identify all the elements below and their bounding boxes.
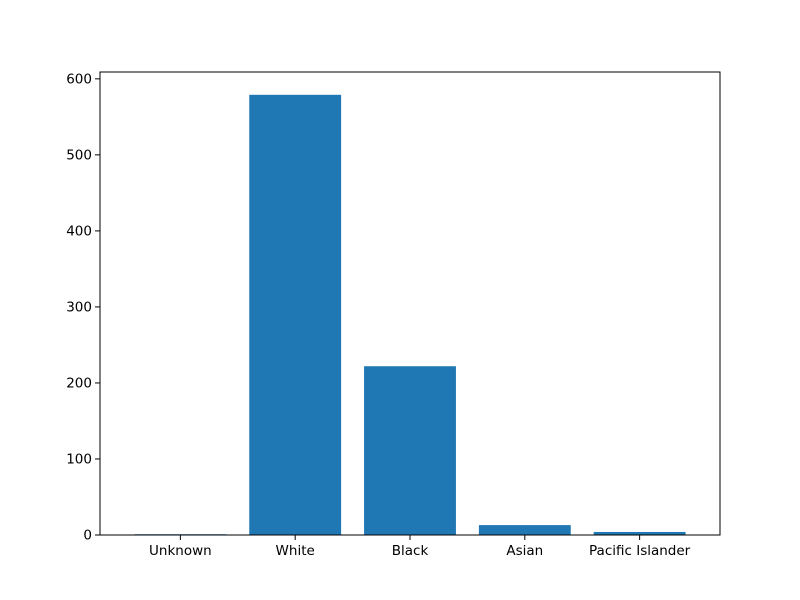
y-tick-label-200: 200 [66, 375, 92, 391]
y-tick-label-100: 100 [66, 451, 92, 467]
x-tick-label-asian: Asian [506, 543, 543, 559]
bar-pacific-islander [593, 531, 686, 535]
bar-asian [478, 525, 571, 535]
y-tick-label-400: 400 [66, 223, 92, 239]
y-tick-label-600: 600 [66, 71, 92, 87]
y-axis: 0 100 200 300 400 500 600 [66, 71, 100, 544]
x-tick-label-pacific-islander: Pacific Islander [589, 543, 691, 559]
bar-white [249, 94, 342, 535]
x-axis: Unknown White Black Asian Pacific Islander [149, 535, 691, 559]
x-tick-label-white: White [276, 543, 315, 559]
x-tick-label-black: Black [392, 543, 429, 559]
y-tick-label-0: 0 [83, 528, 92, 544]
bars-layer [134, 94, 686, 536]
y-tick-label-500: 500 [66, 147, 92, 163]
x-tick-label-unknown: Unknown [149, 543, 212, 559]
bar-black [364, 366, 456, 535]
y-tick-label-300: 300 [66, 299, 92, 315]
